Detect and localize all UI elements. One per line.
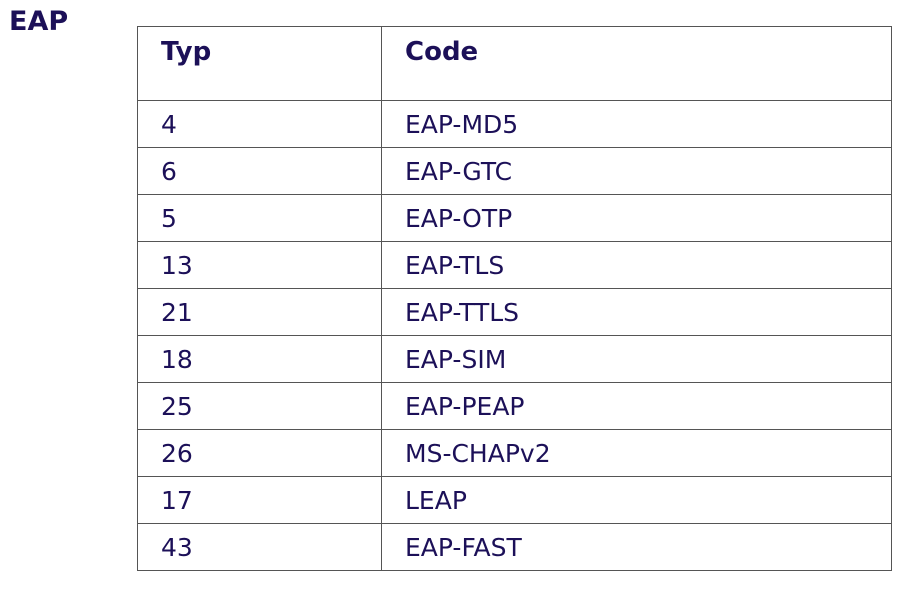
section-title: EAP <box>9 6 69 37</box>
cell-code: LEAP <box>381 476 892 524</box>
cell-typ: 13 <box>137 241 382 289</box>
cell-code: MS-CHAPv2 <box>381 429 892 477</box>
cell-code: EAP-GTC <box>381 147 892 195</box>
table-row: 43 EAP-FAST <box>137 523 892 571</box>
cell-typ: 5 <box>137 194 382 242</box>
cell-typ: 25 <box>137 382 382 430</box>
header-code: Code <box>381 26 892 101</box>
table-row: 4 EAP-MD5 <box>137 100 892 148</box>
cell-code: EAP-OTP <box>381 194 892 242</box>
cell-typ: 43 <box>137 523 382 571</box>
table-row: 21 EAP-TTLS <box>137 288 892 336</box>
cell-typ: 18 <box>137 335 382 383</box>
table-header-row: Typ Code <box>137 26 892 101</box>
table-row: 26 MS-CHAPv2 <box>137 429 892 477</box>
cell-code: EAP-PEAP <box>381 382 892 430</box>
table-row: 18 EAP-SIM <box>137 335 892 383</box>
table-row: 25 EAP-PEAP <box>137 382 892 430</box>
table-row: 13 EAP-TLS <box>137 241 892 289</box>
table-row: 6 EAP-GTC <box>137 147 892 195</box>
table-row: 5 EAP-OTP <box>137 194 892 242</box>
cell-typ: 6 <box>137 147 382 195</box>
cell-code: EAP-TTLS <box>381 288 892 336</box>
cell-code: EAP-MD5 <box>381 100 892 148</box>
eap-types-table: Typ Code 4 EAP-MD5 6 EAP-GTC 5 EAP-OTP 13 EAP-T… <box>137 26 892 571</box>
cell-code: EAP-TLS <box>381 241 892 289</box>
cell-typ: 4 <box>137 100 382 148</box>
table-row: 17 LEAP <box>137 476 892 524</box>
cell-code: EAP-SIM <box>381 335 892 383</box>
cell-code: EAP-FAST <box>381 523 892 571</box>
cell-typ: 26 <box>137 429 382 477</box>
cell-typ: 21 <box>137 288 382 336</box>
header-typ: Typ <box>137 26 382 101</box>
cell-typ: 17 <box>137 476 382 524</box>
